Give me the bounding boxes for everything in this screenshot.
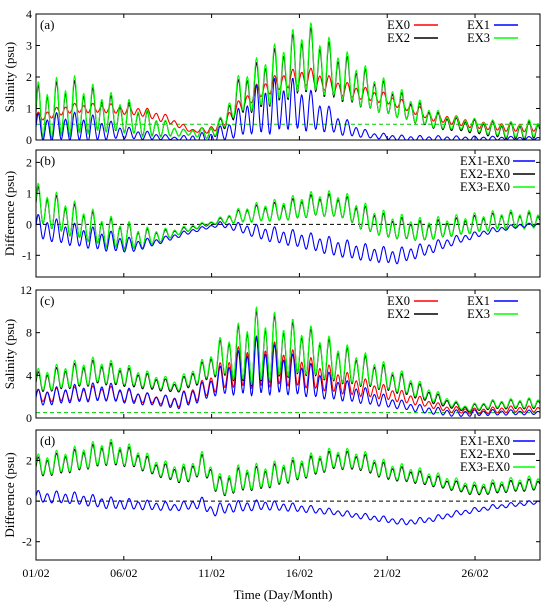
x-axis-label: Time (Day/Month) xyxy=(234,587,333,602)
y-axis-label: Salinity (psu) xyxy=(2,319,17,389)
y-tick-label: 1 xyxy=(26,186,32,200)
legend-label: EX0 xyxy=(387,18,410,32)
series-ex0 xyxy=(36,335,540,415)
plot-frame xyxy=(35,429,541,561)
y-tick-label: 4 xyxy=(26,368,32,382)
y-tick-label: 8 xyxy=(26,326,32,340)
y-axis-label: Difference (psu) xyxy=(2,452,17,537)
series-ex1-ex0 xyxy=(36,213,540,265)
panel-tag: (b) xyxy=(40,153,55,168)
panel-b: -1 0 1 2 Difference (psu) (b) EX1-EX0EX2-EX0EX… xyxy=(2,149,541,278)
panel-d: -2 0 2 01/02 06/02 11/02 16/02 21/02 26/02 Differ… xyxy=(2,429,541,580)
legend-label: EX3 xyxy=(467,307,490,321)
y-tick-label: 3 xyxy=(26,39,32,53)
plot-frame xyxy=(35,149,541,278)
series-ex3-ex0 xyxy=(36,438,540,495)
y-tick-label: 4 xyxy=(26,7,32,21)
y-tick-label: 2 xyxy=(26,453,32,467)
legend-label: EX1-EX0 xyxy=(460,154,510,168)
y-tick-label: -1 xyxy=(22,248,32,262)
y-axis-label: Difference (psu) xyxy=(2,171,17,256)
legend: EX0 EX1 EX2 EX3 xyxy=(387,294,518,321)
y-tick-label: 0 xyxy=(26,494,32,508)
panel-tag: (c) xyxy=(40,293,54,308)
y-tick-label: -2 xyxy=(22,535,32,549)
series-ex1 xyxy=(36,77,540,140)
x-tick-label: 01/02 xyxy=(22,566,49,580)
panel-tag: (a) xyxy=(40,17,54,32)
series-ex1 xyxy=(36,336,540,417)
series-ex3 xyxy=(36,306,540,412)
series-ex1-ex0 xyxy=(36,489,540,526)
y-tick-label: 0 xyxy=(26,411,32,425)
y-axis-label: Salinity (psu) xyxy=(2,42,17,112)
legend-label: EX0 xyxy=(387,294,410,308)
legend: EX0 EX1 EX2 EX3 xyxy=(387,18,518,45)
y-tick-label: 0 xyxy=(26,217,32,231)
legend-label: EX1 xyxy=(467,294,490,308)
panel-a: 0 1 2 3 4 Salinity (psu) (a) EX0 EX1 EX2 EX3 xyxy=(2,7,541,147)
x-tick-label: 26/02 xyxy=(461,566,488,580)
legend-label: EX3-EX0 xyxy=(460,460,510,474)
legend-label: EX3 xyxy=(467,31,490,45)
legend-label: EX3-EX0 xyxy=(460,180,510,194)
x-tick-label: 16/02 xyxy=(286,566,313,580)
series-ex2-ex0 xyxy=(36,441,540,497)
x-tick-label: 21/02 xyxy=(374,566,401,580)
legend-label: EX1 xyxy=(467,18,490,32)
x-tick-label: 06/02 xyxy=(110,566,137,580)
panel-c: 0 4 8 12 Salinity (psu) (c) EX0 EX1 EX2 EX3 xyxy=(2,283,541,425)
x-tick-label: 11/02 xyxy=(198,566,225,580)
series-ex2 xyxy=(36,27,540,140)
legend-label: EX2-EX0 xyxy=(460,167,510,181)
legend-label: EX2 xyxy=(387,307,410,321)
series-ex3-ex0 xyxy=(36,182,540,251)
y-tick-label: 1 xyxy=(26,102,32,116)
legend-label: EX2 xyxy=(387,31,410,45)
series-ex2 xyxy=(36,309,540,413)
y-tick-label: 0 xyxy=(26,133,32,147)
y-tick-label: 2 xyxy=(26,70,32,84)
y-tick-label: 2 xyxy=(26,155,32,169)
panel-tag: (d) xyxy=(40,433,55,448)
legend-label: EX1-EX0 xyxy=(460,434,510,448)
plot-frame xyxy=(35,289,541,419)
y-tick-label: 12 xyxy=(20,283,32,297)
series-ex3 xyxy=(36,22,540,140)
legend-label: EX2-EX0 xyxy=(460,447,510,461)
